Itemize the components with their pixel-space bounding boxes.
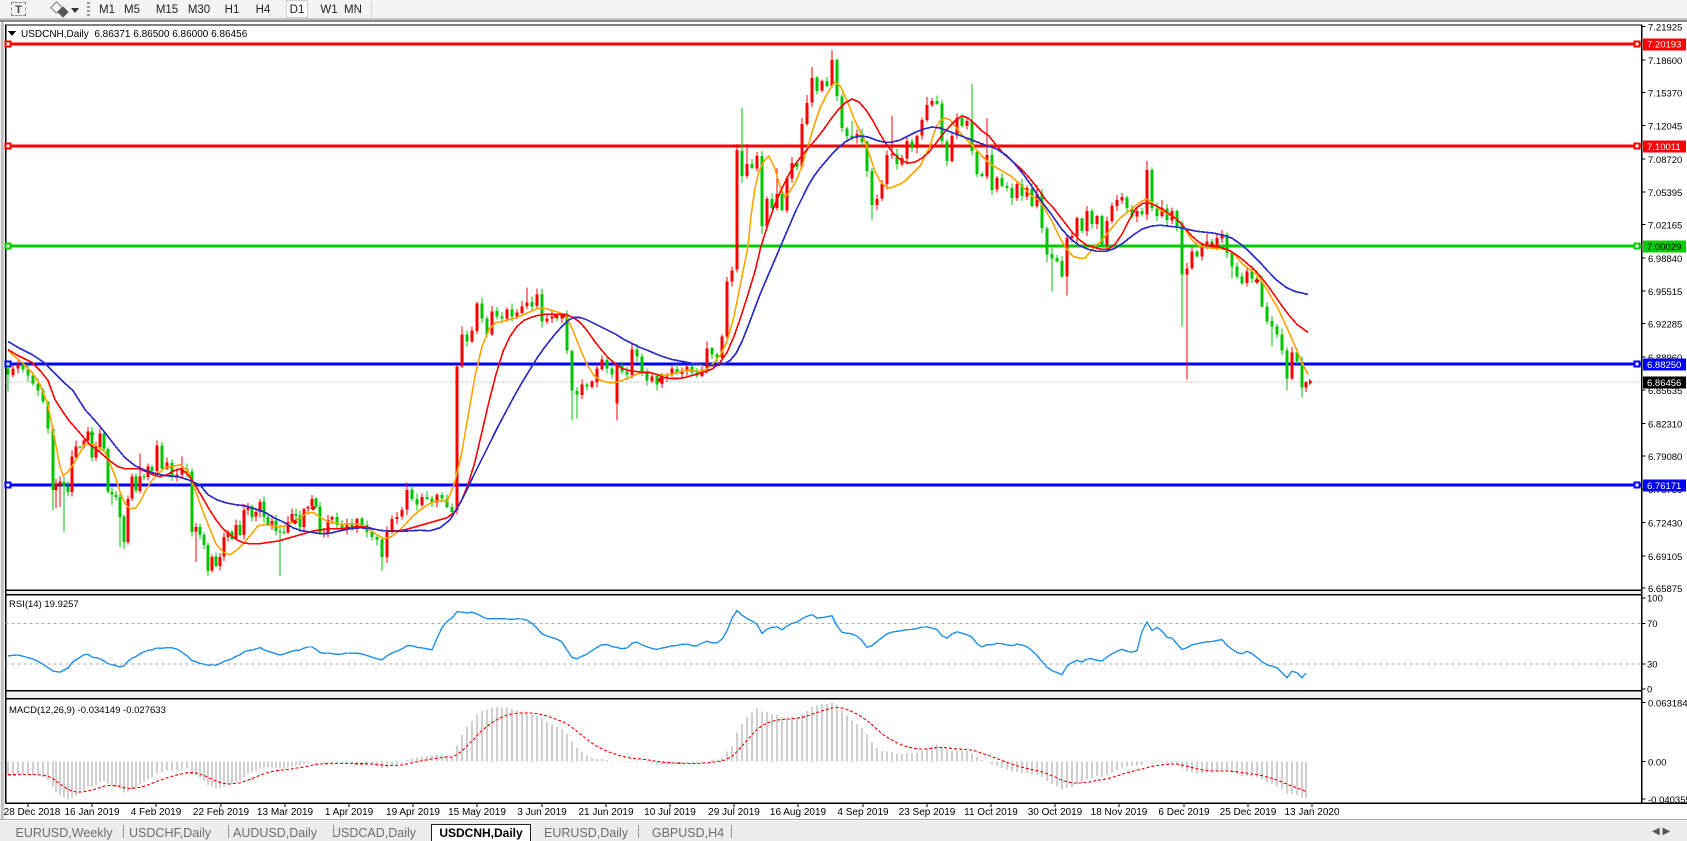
svg-text:6.79080: 6.79080	[1648, 452, 1682, 463]
svg-text:30: 30	[1647, 660, 1658, 671]
svg-text:13 Mar 2019: 13 Mar 2019	[257, 807, 314, 818]
svg-text:-0.040355: -0.040355	[1648, 795, 1687, 806]
svg-text:MACD(12,26,9) -0.034149 -0.027: MACD(12,26,9) -0.034149 -0.027633	[9, 705, 166, 716]
svg-text:4 Feb 2019: 4 Feb 2019	[131, 807, 182, 818]
svg-text:28 Dec 2018: 28 Dec 2018	[4, 807, 61, 818]
svg-text:6.69105: 6.69105	[1648, 552, 1682, 563]
svg-text:11 Oct 2019: 11 Oct 2019	[964, 807, 1018, 818]
svg-text:1 Apr 2019: 1 Apr 2019	[325, 807, 374, 818]
svg-text:6.65875: 6.65875	[1648, 584, 1682, 595]
svg-text:25 Dec 2019: 25 Dec 2019	[1220, 807, 1277, 818]
svg-text:22 Feb 2019: 22 Feb 2019	[193, 807, 250, 818]
svg-text:6.95515: 6.95515	[1648, 287, 1682, 298]
svg-text:100: 100	[1647, 594, 1663, 605]
svg-text:RSI(14) 19.9257: RSI(14) 19.9257	[9, 599, 79, 610]
svg-text:16 Aug 2019: 16 Aug 2019	[770, 807, 827, 818]
svg-text:6.76171: 6.76171	[1647, 481, 1681, 492]
svg-text:4 Sep 2019: 4 Sep 2019	[837, 807, 889, 818]
svg-text:30 Oct 2019: 30 Oct 2019	[1028, 807, 1083, 818]
svg-text:23 Sep 2019: 23 Sep 2019	[899, 807, 956, 818]
svg-text:19 Apr 2019: 19 Apr 2019	[386, 807, 440, 818]
svg-text:7.21925: 7.21925	[1648, 23, 1682, 34]
svg-text:7.10011: 7.10011	[1647, 142, 1681, 153]
svg-text:6.98840: 6.98840	[1648, 254, 1682, 265]
svg-text:USDCNH,Daily 6.86371 6.86500: USDCNH,Daily 6.86371 6.86500 6.86000 6.8…	[21, 29, 248, 40]
svg-text:10 Jul 2019: 10 Jul 2019	[644, 807, 696, 818]
svg-text:0: 0	[1647, 685, 1652, 696]
svg-text:6.82310: 6.82310	[1648, 420, 1682, 431]
svg-text:6.88960: 6.88960	[1648, 353, 1682, 364]
svg-text:6.92285: 6.92285	[1648, 320, 1682, 331]
svg-text:7.12045: 7.12045	[1648, 122, 1682, 133]
svg-text:7.20193: 7.20193	[1647, 40, 1681, 51]
svg-text:6.72430: 6.72430	[1648, 519, 1682, 530]
svg-text:0.063184: 0.063184	[1648, 699, 1687, 710]
svg-text:13 Jan 2020: 13 Jan 2020	[1284, 807, 1339, 818]
svg-text:7.18600: 7.18600	[1648, 56, 1682, 67]
svg-text:6 Dec 2019: 6 Dec 2019	[1158, 807, 1210, 818]
svg-text:7.08720: 7.08720	[1648, 155, 1682, 166]
svg-text:7.00029: 7.00029	[1647, 242, 1681, 253]
svg-text:21 Jun 2019: 21 Jun 2019	[578, 807, 633, 818]
svg-text:7.15370: 7.15370	[1648, 88, 1682, 99]
svg-text:70: 70	[1647, 619, 1658, 630]
svg-text:6.85635: 6.85635	[1648, 386, 1682, 397]
svg-text:6.86456: 6.86456	[1647, 378, 1681, 389]
svg-text:18 Nov 2019: 18 Nov 2019	[1091, 807, 1148, 818]
svg-text:7.02165: 7.02165	[1648, 221, 1682, 232]
svg-text:16 Jan 2019: 16 Jan 2019	[64, 807, 119, 818]
svg-text:29 Jul 2019: 29 Jul 2019	[708, 807, 760, 818]
svg-text:3 Jun 2019: 3 Jun 2019	[517, 807, 567, 818]
svg-text:0.00: 0.00	[1648, 758, 1667, 769]
svg-text:6.88250: 6.88250	[1647, 360, 1681, 371]
svg-text:7.05395: 7.05395	[1648, 188, 1682, 199]
svg-text:15 May 2019: 15 May 2019	[448, 807, 506, 818]
